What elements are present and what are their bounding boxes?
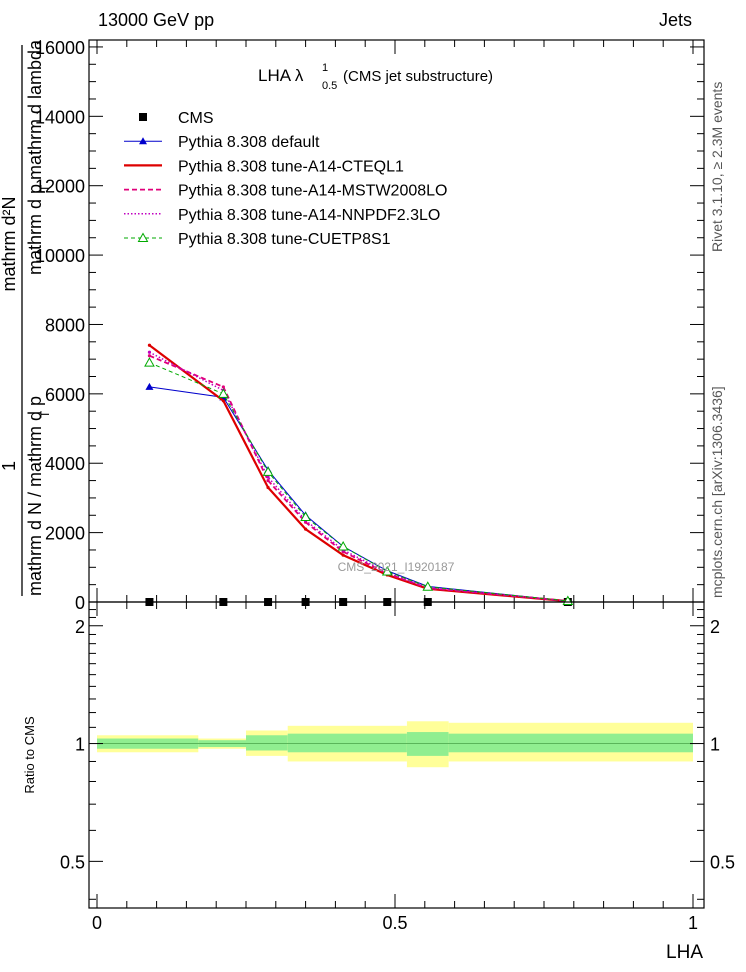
data-point <box>266 478 270 483</box>
data-point <box>266 485 270 490</box>
plot-title: LHA λ 1 0.5 (CMS jet substructure) <box>258 62 493 92</box>
ratio-plot-frame <box>88 601 705 909</box>
data-point <box>217 388 229 398</box>
ylabel-bot-den-sub: T <box>38 410 52 418</box>
x-tick-label: 1 <box>688 913 698 933</box>
legend-swatch-marker <box>139 113 147 121</box>
legend-label: CMS <box>178 110 214 127</box>
y-tick-label: 0 <box>75 593 85 613</box>
legend: CMS Pythia 8.308 default Pythia 8.308 tune… <box>124 110 447 248</box>
legend-entry: Pythia 8.308 tune-A14-NNPDF2.3LO <box>124 207 440 224</box>
title-main: LHA λ <box>258 66 304 85</box>
series-line <box>149 351 568 602</box>
y-tick-label: 12000 <box>35 177 85 197</box>
stat-uncertainty-band <box>246 735 288 751</box>
x-tick-label: 0 <box>92 913 102 933</box>
series-line <box>149 386 568 602</box>
ratio-y-tick-label: 0.5 <box>60 852 85 872</box>
legend-entry: Pythia 8.308 tune-A14-CTEQL1 <box>124 158 404 175</box>
stat-uncertainty-band <box>287 733 407 753</box>
legend-entry: Pythia 8.308 tune-A14-MSTW2008LO <box>124 183 447 200</box>
watermark: CMS_2021_I1920187 <box>338 560 455 574</box>
legend-label: Pythia 8.308 default <box>178 134 320 151</box>
legend-swatch-marker <box>137 232 149 242</box>
legend-label: Pythia 8.308 tune-A14-NNPDF2.3LO <box>178 207 440 224</box>
ratio-y-tick-label-right: 0.5 <box>710 852 735 872</box>
data-point <box>262 466 274 476</box>
data-point <box>221 385 225 389</box>
ylabel-top-den: mathrm d p <box>25 184 45 275</box>
ratio-plot: 0.5 0.5 1 1 2 2 0 0.5 1 <box>60 601 735 933</box>
x-tick-label: 0.5 <box>382 913 407 933</box>
main-plot: 0 2000 4000 6000 8000 10000 12000 14000 16000 <box>35 38 705 613</box>
data-point <box>337 540 349 551</box>
ylabel-bot-den: mathrm d N / mathrm d p <box>25 396 45 596</box>
y-tick-label: 16000 <box>35 38 85 58</box>
ratio-y-tick-label-right: 1 <box>710 735 720 755</box>
header-right: Jets <box>659 10 692 30</box>
legend-swatch-marker <box>139 137 147 145</box>
legend-entry: CMS <box>139 110 214 127</box>
series-line <box>148 344 568 603</box>
ylabel-top-den-tail: mathrm d lambda <box>25 39 45 180</box>
y-tick-label: 4000 <box>45 454 85 474</box>
y-tick-label: 14000 <box>35 107 85 127</box>
data-point <box>341 553 345 557</box>
legend-label: Pythia 8.308 tune-A14-MSTW2008LO <box>178 183 447 200</box>
rivet-label: Rivet 3.1.10, ≥ 2.3M events <box>709 82 725 252</box>
data-point <box>147 354 152 358</box>
data-point <box>144 357 155 367</box>
data-point <box>304 527 308 531</box>
y-tick-label: 10000 <box>35 246 85 266</box>
title-suffix: (CMS jet substructure) <box>343 68 493 85</box>
ratio-y-tick-label: 2 <box>75 617 85 637</box>
ratio-y-axis-label: Ratio to CMS <box>22 716 37 794</box>
ylabel-top-den-sub: T <box>38 184 52 192</box>
ratio-y-tick-label: 1 <box>75 735 85 755</box>
ylabel-top-num: mathrm d²N <box>0 196 19 291</box>
data-point <box>145 382 154 390</box>
x-axis-label: LHA <box>666 942 703 963</box>
data-point <box>266 475 270 479</box>
main-y-axis-label: mathrm d²N mathrm d p T mathrm d lambda … <box>0 39 52 596</box>
legend-entry: Pythia 8.308 tune-CUETP8S1 <box>124 231 391 248</box>
legend-entry: Pythia 8.308 default <box>124 134 320 151</box>
legend-label: Pythia 8.308 tune-CUETP8S1 <box>178 231 391 248</box>
data-point <box>300 511 311 522</box>
title-sup: 1 <box>322 62 328 74</box>
data-point <box>221 399 225 403</box>
legend-label: Pythia 8.308 tune-A14-CTEQL1 <box>178 158 404 175</box>
data-point <box>381 565 393 576</box>
y-tick-label: 6000 <box>45 385 85 405</box>
mcplots-label: mcplots.cern.ch [arXiv:1306.3436] <box>709 386 725 598</box>
data-point <box>422 581 434 591</box>
data-point <box>147 350 152 354</box>
title-sub: 0.5 <box>322 80 337 92</box>
series-line <box>149 362 568 602</box>
stat-uncertainty-band <box>448 733 693 753</box>
series-5 <box>144 357 574 605</box>
y-tick-label: 2000 <box>45 524 85 544</box>
y-tick-label: 8000 <box>45 315 85 335</box>
ratio-y-tick-label-right: 2 <box>710 617 720 637</box>
data-point <box>147 343 152 347</box>
header-left: 13000 GeV pp <box>98 10 214 30</box>
ylabel-bot-num: 1 <box>0 461 19 471</box>
